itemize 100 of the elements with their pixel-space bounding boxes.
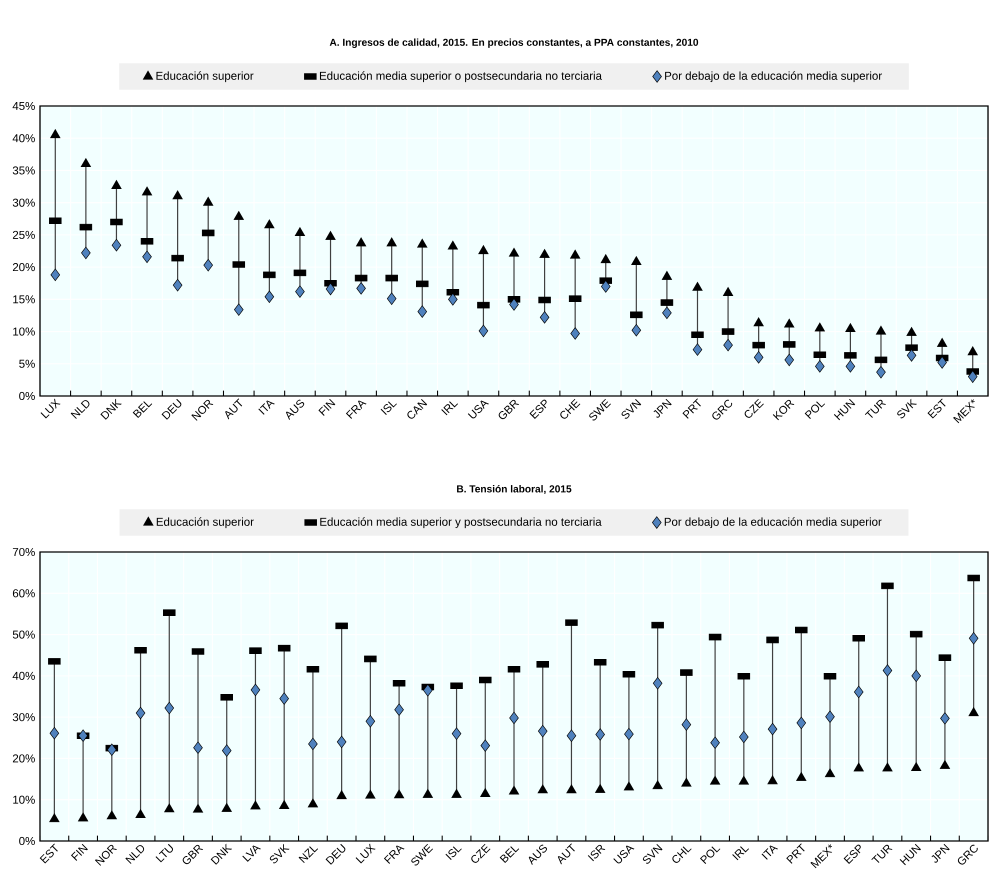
point [754, 351, 764, 364]
point [595, 728, 605, 741]
point [279, 692, 289, 705]
point [478, 245, 489, 254]
point [135, 809, 146, 818]
x-tick-label: NLD [125, 845, 144, 864]
point [738, 776, 749, 785]
point [356, 237, 366, 246]
point [845, 323, 856, 332]
y-tick-label: 10% [13, 796, 35, 804]
point [172, 190, 183, 200]
point [234, 210, 244, 220]
x-tick-label: USA [613, 846, 634, 864]
point [723, 338, 733, 352]
point [480, 739, 490, 752]
point [624, 728, 634, 740]
point [662, 270, 672, 280]
point [968, 632, 978, 644]
point [681, 778, 692, 787]
point [295, 285, 305, 298]
point [308, 738, 318, 750]
point [49, 813, 60, 822]
x-tick-label: BEL [132, 401, 152, 418]
point [50, 268, 60, 282]
point [940, 712, 950, 725]
point [631, 256, 642, 266]
x-tick-label: ITA [762, 845, 778, 860]
point [652, 780, 663, 790]
point [356, 282, 366, 295]
point [624, 781, 634, 790]
x-tick-label: JPN [932, 844, 950, 863]
x-tick-label: CZE [471, 844, 490, 863]
legend-label: Educación media superior o postsecundaria no terciaria [320, 71, 602, 82]
x-tick-label: CHL [672, 846, 692, 863]
point [632, 324, 642, 336]
x-tick-label: CZE [744, 398, 764, 418]
y-tick-label: 30% [12, 198, 35, 207]
point [422, 788, 433, 798]
x-tick-label: POL [700, 846, 720, 864]
x-tick-label: ISR [588, 844, 606, 862]
y-tick-label: 0% [19, 836, 35, 846]
point [911, 762, 922, 771]
point [222, 802, 232, 812]
point [784, 318, 794, 328]
point [294, 227, 306, 236]
point [508, 786, 520, 795]
point [768, 722, 778, 736]
point [394, 704, 404, 716]
point [846, 360, 856, 373]
x-tick-label: TUR [871, 844, 893, 863]
point [566, 784, 577, 794]
chart-title: A. Ingresos de calidad, 2015. En precios constantes, a PPA constantes, 2010 [330, 38, 698, 48]
point [854, 686, 864, 698]
y-tick-label: 40% [12, 134, 35, 142]
point [509, 298, 519, 311]
point [906, 349, 916, 362]
x-tick-label: FRA [384, 845, 405, 864]
point [336, 736, 346, 748]
point [164, 803, 174, 812]
point [106, 810, 117, 820]
point [423, 684, 433, 697]
point [325, 230, 336, 240]
x-tick-label: ITA [258, 400, 275, 415]
point [710, 776, 720, 785]
point [710, 736, 720, 749]
point [968, 370, 978, 383]
x-tick-label: IRL [441, 401, 458, 416]
point [192, 804, 204, 813]
y-tick-label: 30% [12, 713, 35, 722]
point [814, 322, 825, 332]
point [854, 762, 864, 772]
point [540, 311, 550, 324]
x-tick-label: JPN [654, 398, 672, 418]
point [336, 790, 347, 800]
point [796, 716, 806, 730]
y-tick-label: 10% [13, 327, 35, 336]
point [365, 790, 376, 799]
point [815, 360, 825, 373]
point [234, 303, 244, 316]
point [825, 710, 835, 723]
point [882, 762, 893, 772]
legend-label: Educación media superior y postsecundaria no terciaria [320, 517, 602, 528]
point [172, 278, 182, 292]
point [111, 180, 122, 189]
y-tick-label: 25% [12, 230, 35, 239]
point [508, 248, 520, 257]
x-tick-label: FIN [70, 844, 88, 861]
y-tick-label: 35% [12, 166, 35, 174]
point [142, 186, 152, 196]
point [824, 768, 836, 778]
point [142, 250, 152, 263]
point [136, 706, 146, 720]
point [308, 798, 318, 808]
point [601, 280, 610, 293]
point [796, 772, 806, 781]
point [417, 238, 428, 248]
point [682, 718, 692, 731]
point [509, 712, 519, 724]
x-tick-label: NZL [298, 846, 318, 864]
point [279, 800, 290, 809]
